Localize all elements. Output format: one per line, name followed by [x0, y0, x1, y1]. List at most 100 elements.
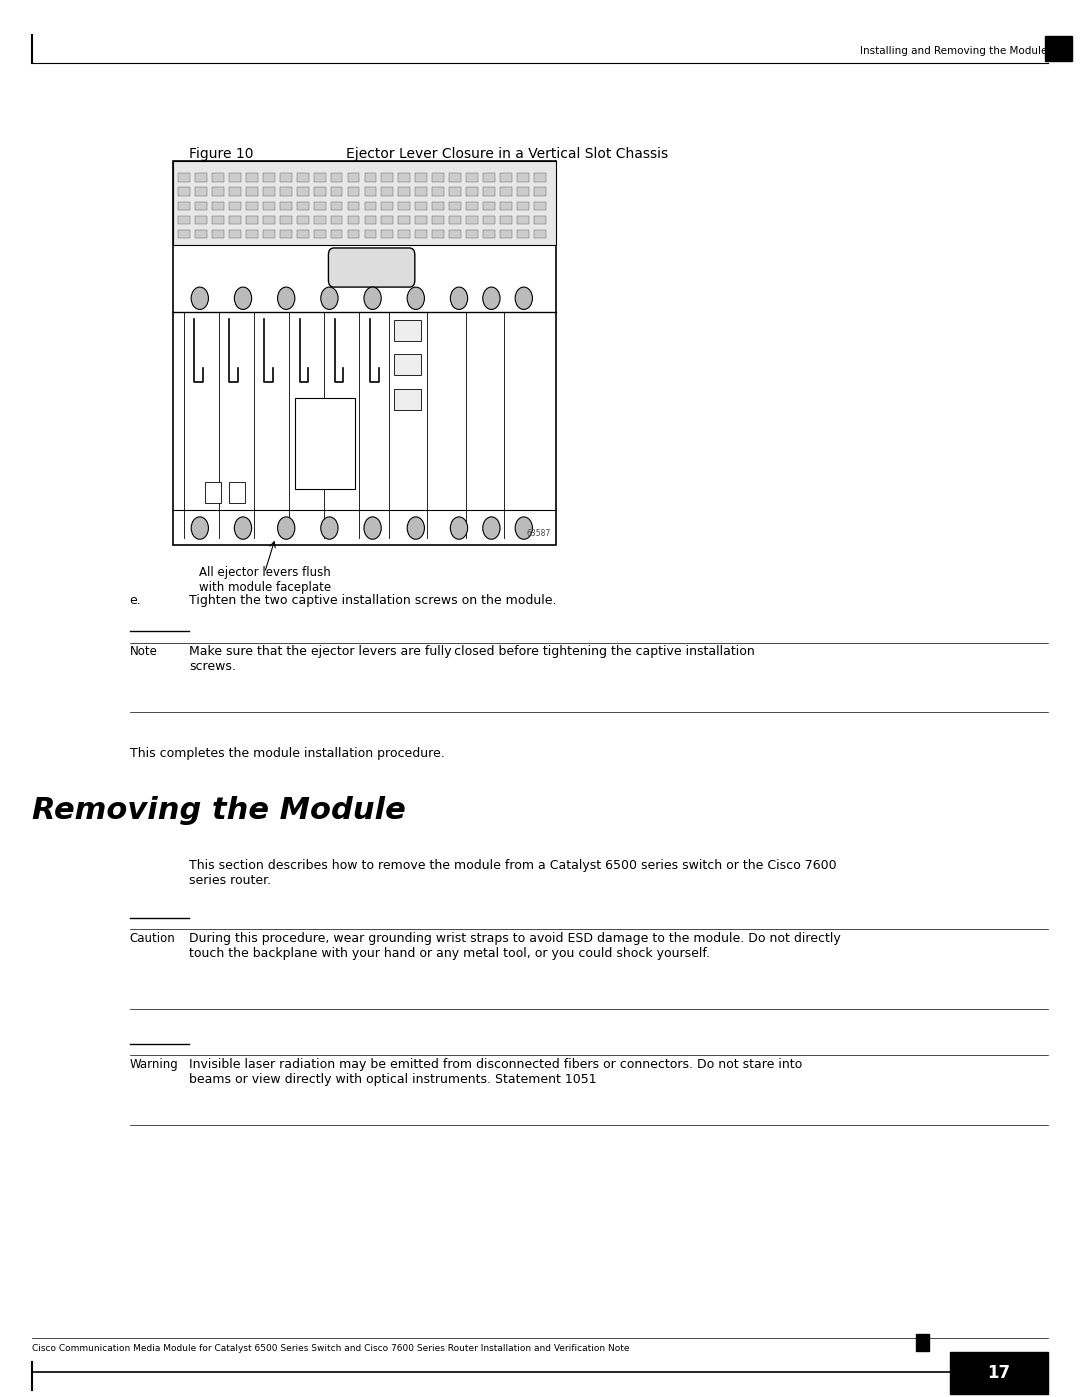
Circle shape [483, 517, 500, 539]
Bar [916, 1334, 929, 1351]
Bar [280, 215, 292, 224]
Text: This section describes how to remove the module from a Catalyst 6500 series swit: This section describes how to remove the… [189, 859, 837, 887]
Bar [262, 187, 274, 196]
Text: Tighten the two captive installation screws on the module.: Tighten the two captive installation scr… [189, 594, 556, 606]
Bar [483, 215, 495, 224]
Circle shape [278, 288, 295, 310]
Bar [381, 215, 393, 224]
Bar [173, 161, 556, 246]
Bar [297, 173, 309, 182]
Bar [195, 201, 207, 210]
Bar [517, 215, 529, 224]
Bar [297, 229, 309, 237]
Bar [246, 215, 258, 224]
Bar [297, 201, 309, 210]
FancyBboxPatch shape [328, 249, 415, 288]
Bar [381, 173, 393, 182]
Bar [399, 187, 410, 196]
Bar [297, 187, 309, 196]
Bar [500, 187, 512, 196]
Circle shape [191, 517, 208, 539]
Bar [212, 187, 224, 196]
Bar [365, 173, 376, 182]
Bar [229, 482, 245, 503]
Bar [313, 187, 325, 196]
Bar [1045, 36, 1072, 61]
Bar [394, 320, 421, 341]
Bar [262, 229, 274, 237]
Bar [246, 229, 258, 237]
Bar [500, 215, 512, 224]
Bar [449, 215, 461, 224]
Bar [246, 173, 258, 182]
Bar [416, 201, 428, 210]
Circle shape [450, 517, 468, 539]
Bar [534, 201, 545, 210]
Bar [950, 1352, 1048, 1394]
Bar [432, 187, 444, 196]
Text: 63587: 63587 [527, 529, 551, 538]
Text: Removing the Module: Removing the Module [32, 796, 406, 826]
Bar [348, 173, 360, 182]
Circle shape [321, 517, 338, 539]
Bar [313, 215, 325, 224]
Text: Invisible laser radiation may be emitted from disconnected fibers or connectors.: Invisible laser radiation may be emitted… [189, 1058, 802, 1085]
Bar [381, 201, 393, 210]
Bar [517, 187, 529, 196]
Bar [534, 173, 545, 182]
Bar [280, 229, 292, 237]
Bar [432, 173, 444, 182]
Bar [178, 215, 190, 224]
Bar [348, 229, 360, 237]
Bar [449, 173, 461, 182]
Bar [212, 215, 224, 224]
Bar [416, 173, 428, 182]
Bar [313, 201, 325, 210]
Bar [399, 229, 410, 237]
Bar [399, 173, 410, 182]
Text: Ejector Lever Closure in a Vertical Slot Chassis: Ejector Lever Closure in a Vertical Slot… [346, 147, 667, 161]
Bar [195, 229, 207, 237]
Bar [195, 187, 207, 196]
Bar [348, 187, 360, 196]
Bar [195, 173, 207, 182]
Circle shape [234, 517, 252, 539]
Bar [348, 201, 360, 210]
Bar [517, 173, 529, 182]
Bar [399, 201, 410, 210]
Bar [416, 229, 428, 237]
Bar [178, 201, 190, 210]
Circle shape [321, 288, 338, 310]
Bar [483, 201, 495, 210]
Text: Caution: Caution [130, 932, 175, 944]
Bar [280, 187, 292, 196]
Bar [381, 229, 393, 237]
Text: 17: 17 [987, 1365, 1011, 1382]
Bar [262, 173, 274, 182]
Bar [365, 187, 376, 196]
Bar [534, 187, 545, 196]
Bar [330, 187, 342, 196]
Bar [205, 482, 221, 503]
Bar [500, 201, 512, 210]
Bar [449, 201, 461, 210]
Bar [262, 201, 274, 210]
Bar [229, 201, 241, 210]
Bar [313, 173, 325, 182]
Bar [313, 229, 325, 237]
Bar [432, 229, 444, 237]
Circle shape [515, 517, 532, 539]
Bar [394, 390, 421, 411]
Bar [416, 187, 428, 196]
Bar [212, 173, 224, 182]
Bar [449, 187, 461, 196]
Circle shape [407, 288, 424, 310]
Bar [534, 215, 545, 224]
Bar [229, 173, 241, 182]
Bar [330, 215, 342, 224]
Bar [178, 187, 190, 196]
Bar [297, 215, 309, 224]
Bar [534, 229, 545, 237]
Bar [365, 215, 376, 224]
Bar [296, 398, 355, 489]
